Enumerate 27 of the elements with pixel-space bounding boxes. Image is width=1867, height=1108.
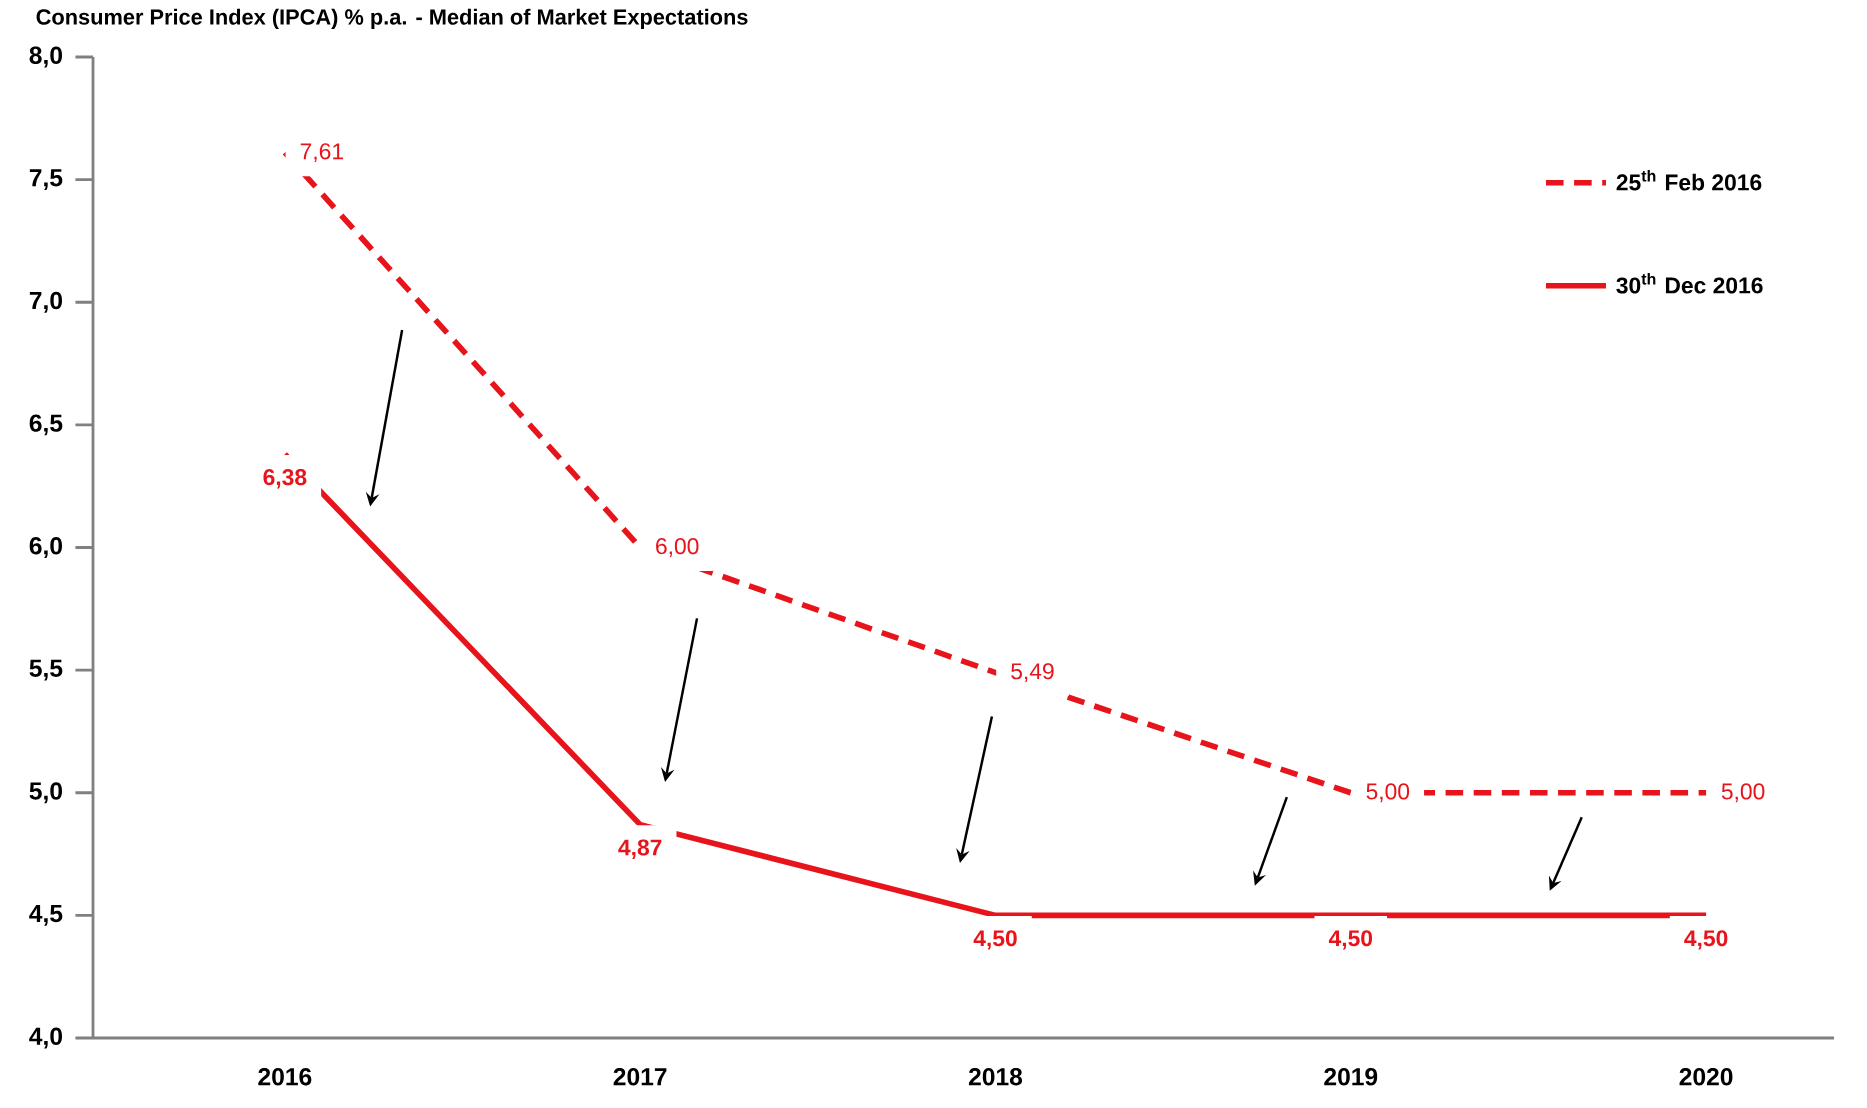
data-label: 4,87: [618, 839, 662, 859]
data-label: 6,38: [263, 469, 307, 489]
y-tick-label: 5,5: [29, 659, 63, 681]
x-tick-label: 2019: [1324, 1068, 1378, 1086]
y-tick-label: 7,0: [29, 291, 62, 313]
chart-title: Consumer Price Index (IPCA) % p.a. - Median of Market Expectations: [36, 8, 748, 29]
y-tick-label: 6,5: [29, 414, 63, 436]
y-tick-label: 4,0: [29, 1027, 62, 1049]
y-tick-label: 8,0: [29, 46, 62, 68]
x-tick-label: 2016: [258, 1068, 312, 1086]
x-tick-label: 2017: [613, 1068, 667, 1086]
y-tick-label: 7,5: [29, 169, 63, 190]
x-tick-label: 2020: [1679, 1068, 1733, 1086]
data-label: 5,49: [1011, 663, 1054, 683]
y-tick-label: 4,5: [29, 905, 63, 926]
y-tick-label: 5,0: [29, 782, 62, 804]
data-label: 4,50: [1684, 930, 1728, 950]
data-label: 6,00: [656, 538, 699, 557]
y-tick-label: 6,0: [29, 537, 62, 558]
legend-label: 25$^{th}$ Feb 2016: [1616, 169, 1762, 191]
x-tick-label: 2018: [968, 1068, 1023, 1086]
legend-label: 30$^{th}$ Dec 2016: [1616, 272, 1763, 294]
data-label: 7,61: [300, 143, 343, 163]
data-label: 4,50: [1328, 930, 1373, 950]
data-label: 5,00: [1366, 783, 1410, 803]
data-label: 5,00: [1721, 783, 1765, 803]
data-label: 4,50: [973, 930, 1017, 950]
